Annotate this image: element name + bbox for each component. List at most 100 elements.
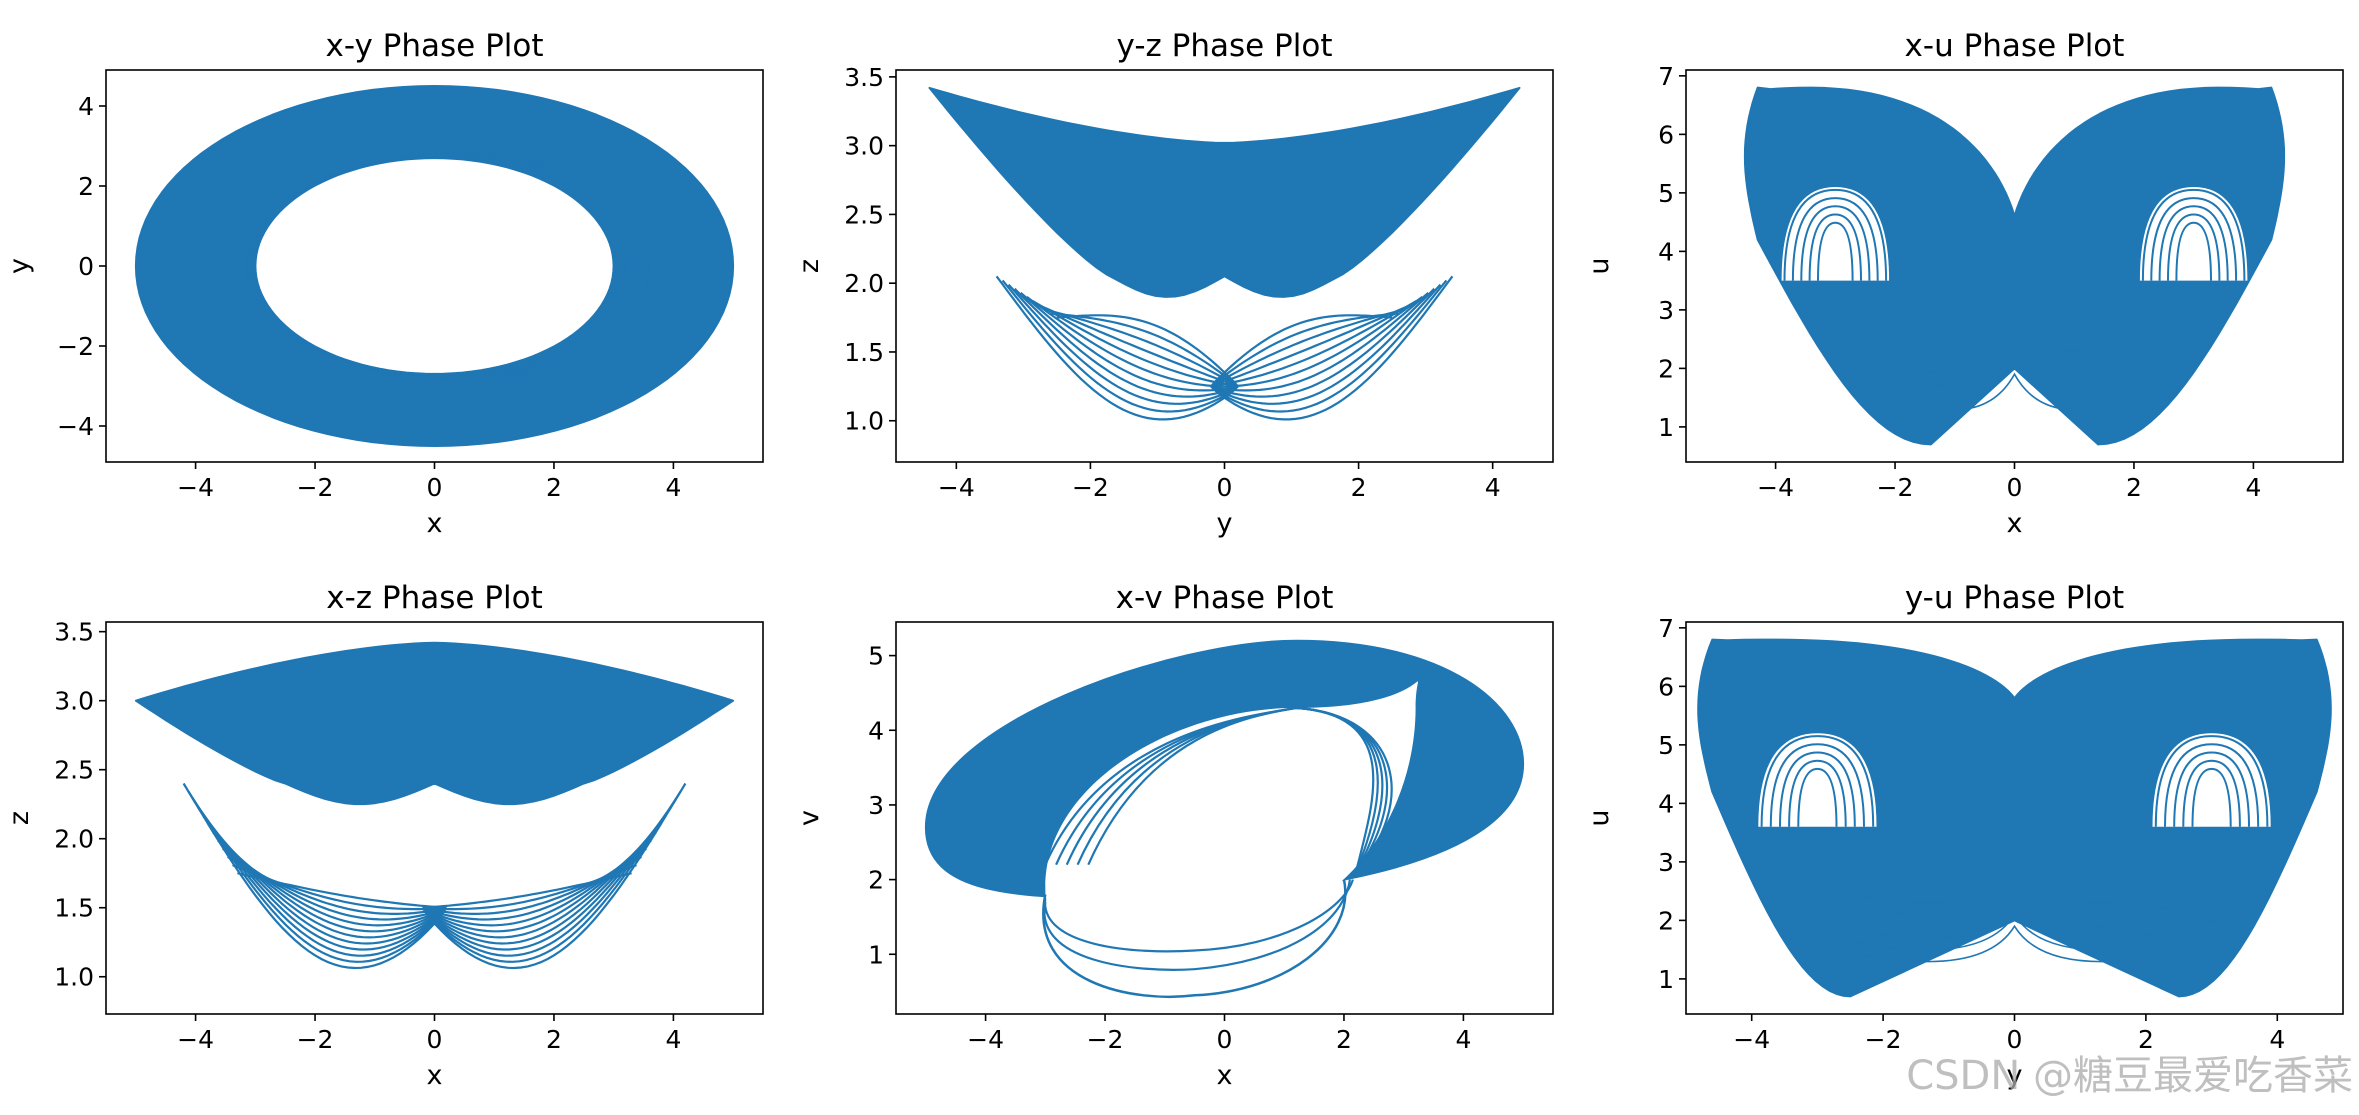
trajectory-series [1743,86,2286,446]
lobe-trace [421,799,677,957]
lobe-trace [421,807,672,951]
x-tick-label: −4 [1733,1025,1770,1054]
hole-trace [2164,743,2260,827]
y-tick-label: 7 [1658,614,1674,643]
subplot-title: x-y Phase Plot [325,28,543,64]
y-tick-label: 3.5 [54,618,94,647]
hole-trace [2167,213,2221,281]
x-tick-label: 0 [427,473,443,502]
y-tick-label: 2.5 [844,200,884,229]
lobe-trace [1210,287,1436,398]
y-tick-label: 4 [868,716,884,745]
y-tick-label: 4 [78,92,94,121]
crossing-trace [1876,337,2153,376]
lower-loop [1044,879,1354,953]
y-tick-label: 3 [1658,296,1674,325]
y-tick-label: 2 [868,866,884,895]
trajectory-series [1697,638,2332,998]
lobe-trace [1056,314,1239,388]
trajectory-series [134,85,735,447]
lobe-trace [1001,279,1239,413]
hole-trace [2175,221,2212,281]
lobe-trace [237,872,447,909]
x-tick-label: 0 [1217,473,1233,502]
y-tick-label: 7 [1658,62,1674,91]
crossing-trace [1790,912,2239,951]
y-tick-label: 5 [1658,731,1674,760]
y-tick-label: 4 [1658,789,1674,818]
x-tick-label: −4 [177,1025,214,1054]
y-tick-label: 1.5 [844,338,884,367]
lobe-trace [1210,312,1399,388]
y-axis-label: u [1584,257,1615,274]
subplot-title: x-u Phase Plot [1905,28,2125,64]
subplot-2: −4 −2 0 2 4 1.0 1.5 2.0 2.5 3.0 3.5 y-z Phase Plot y… [794,28,1554,539]
x-tick-label: 0 [427,1025,443,1054]
inner-trace [249,153,639,379]
y-axis-label: y [4,258,35,274]
lobe-trace [421,791,682,963]
x-tick-label: 4 [2245,473,2261,502]
x-tick-label: 2 [546,473,562,502]
upper-envelope [134,641,735,806]
x-tick-label: 2 [2126,473,2142,502]
lobe-trace [1026,296,1238,388]
x-tick-label: 2 [1336,1025,1352,1054]
lobe-trace [1007,283,1239,405]
hole-trace [2141,188,2246,281]
x-tick-label: 0 [2007,473,2023,502]
y-tick-label: 1.5 [54,894,94,923]
y-tick-label: 1.0 [844,407,884,436]
lobe-trace [1210,291,1430,392]
y-tick-label: 2.5 [54,756,94,785]
inner-trace [1087,706,1375,873]
y-tick-label: 3 [1658,848,1674,877]
x-axis-label: x [2007,508,2023,539]
lobe-trace [422,864,637,911]
trajectory-series [134,641,735,970]
trajectory-series [924,639,1525,999]
subplot-1: −4 −2 0 2 4 −4 −2 0 2 4 x-y Phase Plot x y [4,28,764,539]
crossing-trace [1876,314,2153,352]
subplot-title: x-v Phase Plot [1116,580,1334,616]
y-tick-label: 5 [1658,179,1674,208]
y-tick-label: 2 [1658,354,1674,383]
x-tick-label: 4 [665,473,681,502]
upper-envelope [928,86,1521,298]
x-tick-label: −2 [1865,1025,1902,1054]
y-tick-label: −2 [57,332,94,361]
lobe-trace [995,275,1239,421]
hole-trace [2191,767,2232,827]
subplot-title: y-z Phase Plot [1117,28,1333,64]
attractor-body [1743,86,2286,446]
lobe-trace [1210,279,1448,413]
x-axis-label: x [427,1060,443,1091]
x-tick-label: 0 [1217,1025,1233,1054]
inner-hole [1045,681,1419,938]
hole-trace [2173,751,2250,827]
lobe-trace [192,799,448,957]
subplot-6: −4 −2 0 2 4 1 2 3 4 5 6 7 y-u Phase Plot y u [1584,580,2344,1091]
crossing-trace [1790,924,2239,963]
lobe-trace [182,782,448,970]
y-axis-label: z [4,811,35,825]
hole-trace [2150,197,2238,281]
x-tick-label: 2 [2138,1025,2154,1054]
lobe-trace [232,864,447,911]
subplot-3: −4 −2 0 2 4 1 2 3 4 5 6 7 x-u Phase Plot x u [1584,28,2344,539]
lobe-trace [421,782,687,970]
y-tick-label: 2.0 [54,825,94,854]
lobe-trace [187,791,448,963]
subplot-title: x-z Phase Plot [326,580,543,616]
x-tick-label: −2 [1087,1025,1124,1054]
y-tick-label: 6 [1658,120,1674,149]
y-tick-label: 6 [1658,672,1674,701]
inner-trace [247,152,651,380]
inner-trace [251,155,627,377]
y-axis-label: u [1584,809,1615,826]
inner-trace [244,150,663,382]
hole-trace [1808,213,1862,281]
x-axis-label: y [2007,1060,2023,1091]
lobe-trace [1210,308,1405,388]
